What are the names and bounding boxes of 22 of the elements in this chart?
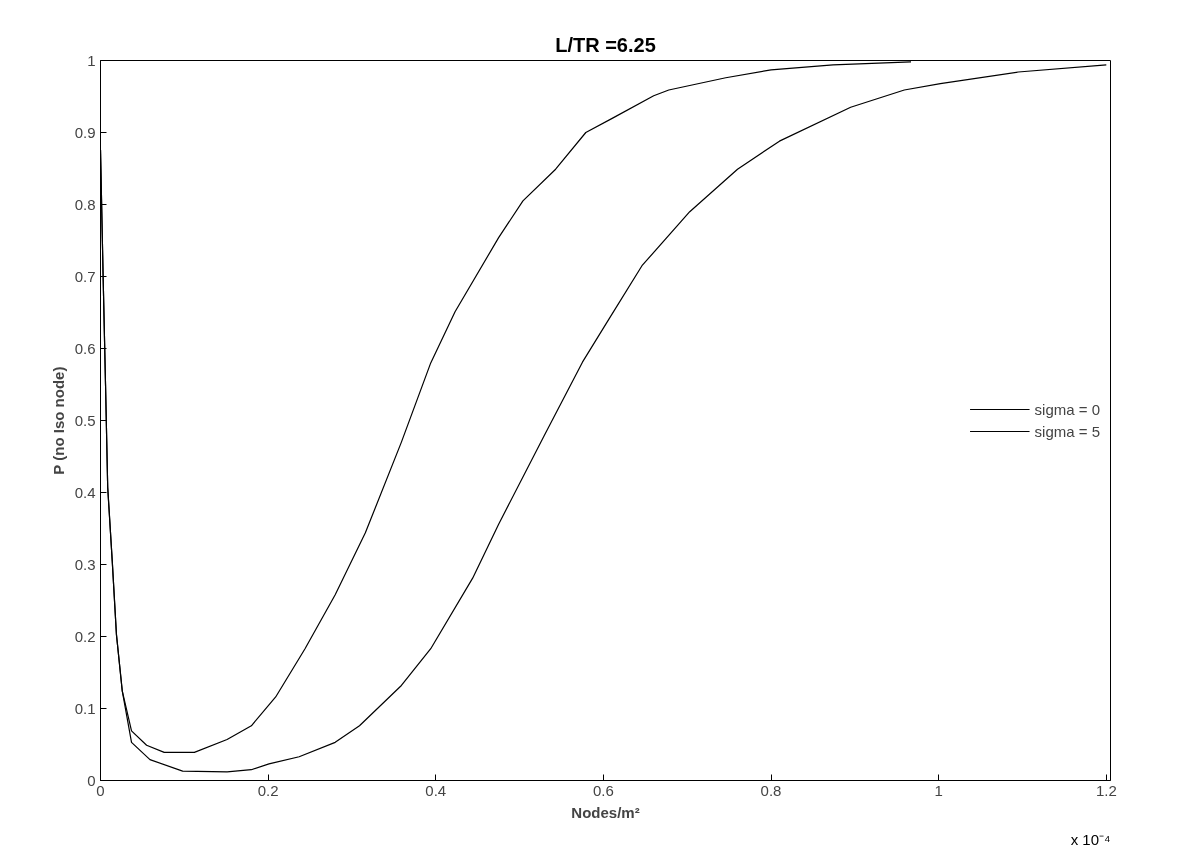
text: x 10⁻⁴ [1070,830,1111,848]
x-tick-label: 1.2 [1095,781,1117,799]
x-tick-label: 0.4 [425,781,447,799]
y-tick-label: 0.1 [74,699,96,717]
x-axis-title: Nodes/m² [571,803,640,821]
y-tick-label: 0.3 [74,555,96,573]
y-tick-label: 0.2 [74,627,96,645]
y-tick-label: 0.4 [74,483,96,501]
y-tick-label: 0.5 [74,411,96,429]
x-tick-label: 0.8 [760,781,782,799]
y-axis-title: P (no Iso node) [49,366,67,475]
x-tick-label: 0.2 [257,781,279,799]
y-tick-label: 0.6 [74,339,96,357]
legend-label: sigma = 0 [1034,400,1100,418]
y-tick-label: 0.9 [74,123,96,141]
legend-label: sigma = 5 [1034,422,1100,440]
y-tick-label: 1 [87,51,96,69]
chart-title: L/TR =6.25 [555,33,656,56]
y-tick-label: 0.7 [74,267,96,285]
x-tick-label: 1 [934,781,943,799]
x-tick-label: 0.6 [592,781,614,799]
y-tick-label: 0.8 [74,195,96,213]
